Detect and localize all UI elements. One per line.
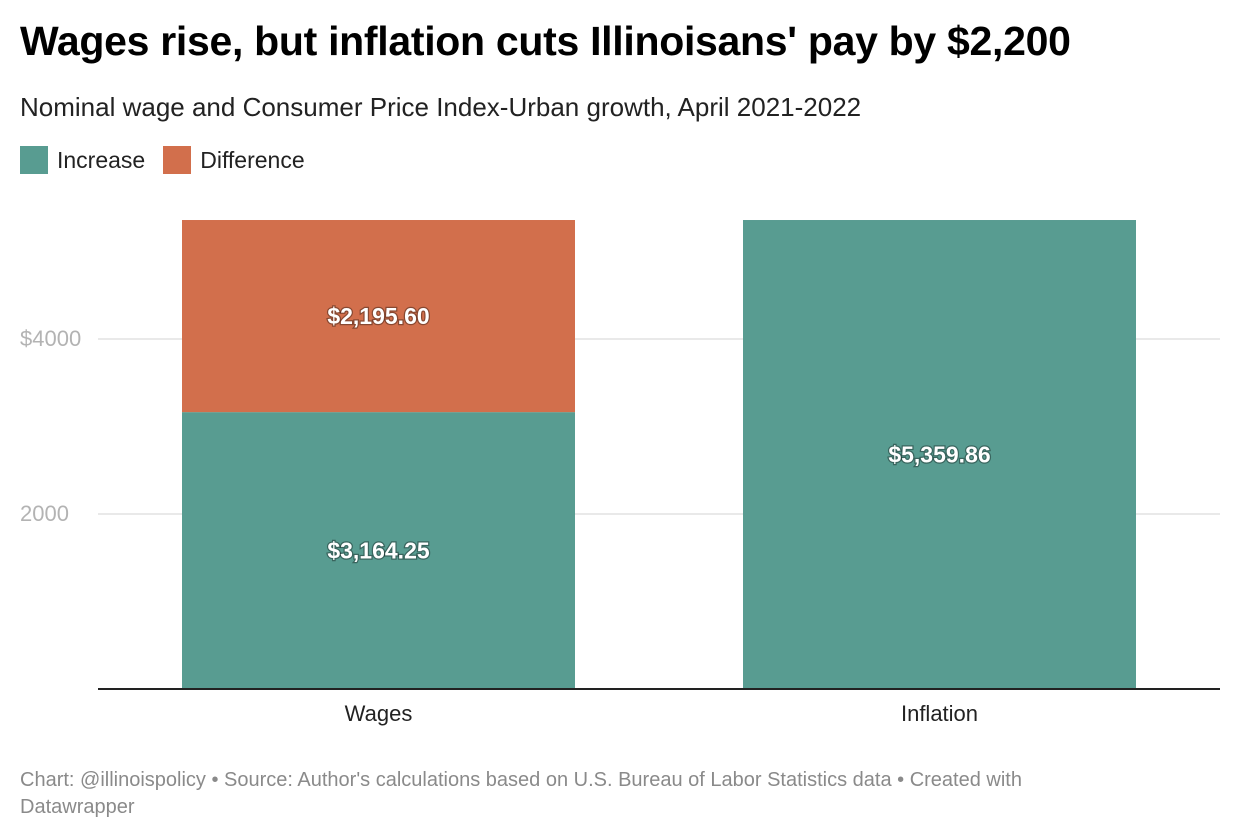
legend-label-difference: Difference	[200, 146, 305, 173]
x-tick-label-inflation: Inflation	[901, 701, 978, 726]
legend-label-increase: Increase	[57, 146, 146, 173]
legend-swatch-increase	[20, 146, 48, 174]
bar-inflation-increase	[743, 220, 1136, 689]
legend: Increase Difference	[20, 146, 323, 174]
legend-item-increase: Increase	[20, 146, 145, 174]
y-tick-label-2000: 2000	[20, 501, 69, 526]
y-tick-label-4000: $4000	[20, 326, 81, 351]
x-tick-label-wages: Wages	[345, 701, 413, 726]
bar-wages-difference	[182, 220, 575, 413]
data-label-inflation-increase: $5,359.86	[888, 442, 990, 468]
bar-chart: 2000 $4000 $3,164.25 $2,195.60 Wages $5,359.8…	[20, 220, 1220, 726]
chart-footer: Chart: @illinoispolicy • Source: Author'…	[20, 769, 1022, 818]
chart-title: Wages rise, but inflation cuts Illinoisa…	[20, 18, 1071, 64]
data-label-wages-increase: $3,164.25	[327, 538, 430, 564]
legend-swatch-difference	[163, 146, 192, 174]
chart-subtitle: Nominal wage and Consumer Price Index-Ur…	[20, 92, 862, 122]
bar-wages-increase	[182, 412, 575, 689]
legend-item-difference: Difference	[163, 146, 305, 174]
data-label-wages-difference: $2,195.60	[327, 303, 429, 329]
